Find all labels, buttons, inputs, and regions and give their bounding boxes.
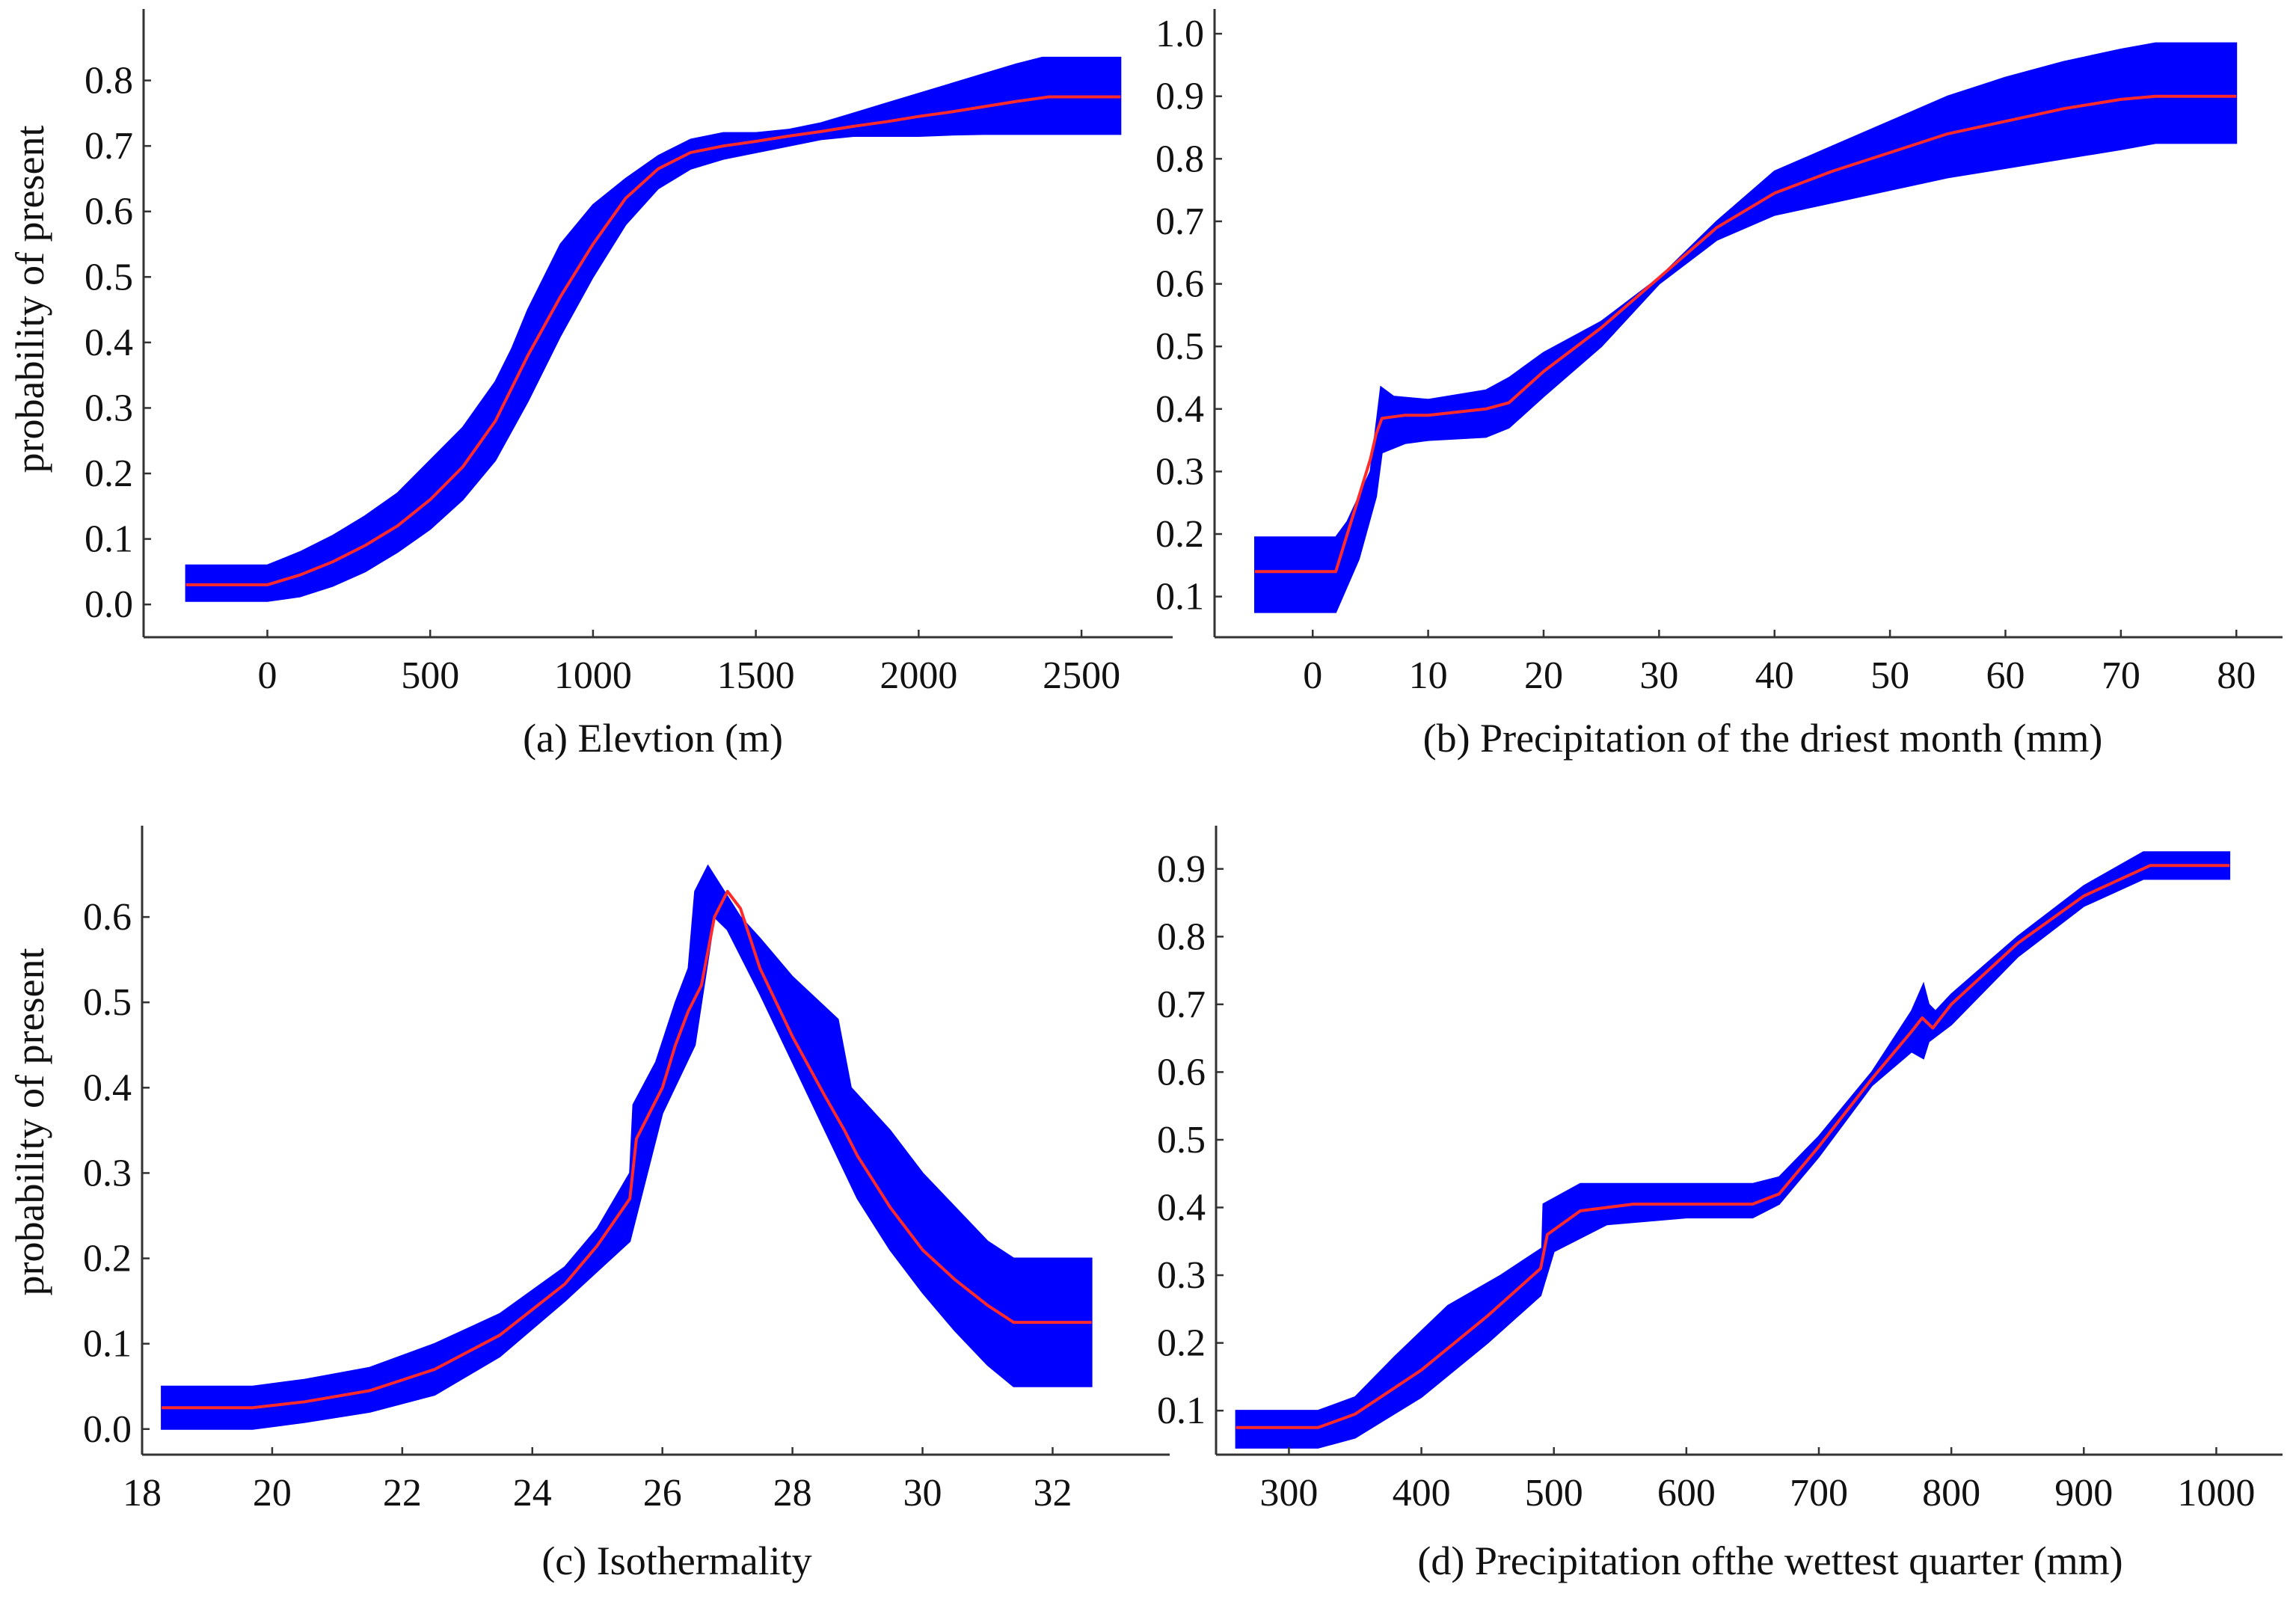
panel-b-xtick-label: 20	[1524, 654, 1563, 697]
panel-b-xlabel: (b) Precipitation of the driest month (m…	[1423, 716, 2103, 761]
panel-b-ytick-label: 0.4	[1155, 388, 1204, 431]
panel-a-xtick-label: 2000	[880, 654, 957, 697]
panel-c-xlabel: (c) Isothermality	[541, 1538, 811, 1583]
panel-d-xtick-label: 400	[1393, 1472, 1451, 1514]
panel-b-ytick-label: 1.0	[1155, 13, 1204, 55]
panel-b-xtick-label: 10	[1409, 654, 1448, 697]
panel-d-ytick-label: 0.2	[1157, 1322, 1206, 1365]
panel-b-ytick-label: 0.7	[1155, 200, 1204, 243]
panel-b-ytick-label: 0.5	[1155, 325, 1204, 368]
panel-b-xtick-label: 70	[2102, 654, 2140, 697]
panel-b-ytick-label: 0.6	[1155, 263, 1204, 306]
panel-a-ytick-label: 0.1	[85, 518, 133, 561]
panel-a-ytick-label: 0.0	[85, 583, 133, 626]
panel-b-xtick-label: 60	[1986, 654, 2025, 697]
panel-d-ytick-label: 0.7	[1157, 983, 1206, 1026]
panel-c-xtick-label: 32	[1033, 1472, 1072, 1514]
panel-d-xlabel: (d) Precipitation ofthe wettest quarter …	[1417, 1538, 2122, 1583]
panel-a-elevation: 0.0 0.1 0.2 0.3 0.4 0.5 0.6 0.7 0.8 0 500 1000 1500 2…	[7, 9, 1173, 761]
panel-d-xtick-label: 1000	[2177, 1472, 2255, 1514]
panel-c-xtick-label: 20	[253, 1472, 292, 1514]
panel-c-ytick-label: 0.4	[83, 1066, 132, 1109]
panel-d-ytick-label: 0.3	[1157, 1254, 1206, 1297]
panel-c-ytick-label: 0.3	[83, 1152, 132, 1194]
panel-a-xtick-label: 2500	[1043, 654, 1120, 697]
panel-d-xtick-label: 900	[2054, 1472, 2113, 1514]
panel-d-xtick-label: 800	[1922, 1472, 1980, 1514]
panel-a-ytick-label: 0.5	[85, 256, 133, 298]
panel-c-ytick-label: 0.6	[83, 896, 132, 939]
panel-c-ytick-label: 0.5	[83, 981, 132, 1024]
panel-b-ytick-label: 0.9	[1155, 76, 1204, 118]
panel-d-ytick-label: 0.9	[1157, 848, 1206, 891]
panel-c-ytick-label: 0.0	[83, 1408, 132, 1451]
panel-a-xtick-label: 1000	[554, 654, 632, 697]
panel-b-ytick-label: 0.2	[1155, 513, 1204, 556]
panel-c-isothermality: 0.0 0.1 0.2 0.3 0.4 0.5 0.6 18 20 22 24 26 28 30 32 pr…	[7, 826, 1170, 1583]
panel-d-ytick-label: 0.1	[1157, 1390, 1206, 1432]
panel-c-xtick-label: 26	[643, 1472, 682, 1514]
panel-b-xtick-label: 50	[1870, 654, 1909, 697]
panel-b-xtick-label: 40	[1755, 654, 1794, 697]
panel-b-xtick-label: 0	[1303, 654, 1322, 697]
panel-c-ytick-label: 0.2	[83, 1238, 132, 1280]
panel-a-xtick-label: 0	[257, 654, 277, 697]
panel-d-xtick-label: 500	[1525, 1472, 1583, 1514]
panel-d-wettest-quarter: 0.1 0.2 0.3 0.4 0.5 0.6 0.7 0.8 0.9 300 400 500 600 7…	[1157, 826, 2283, 1583]
panel-d-xtick-label: 600	[1657, 1472, 1716, 1514]
panel-a-ytick-label: 0.3	[85, 387, 133, 429]
panel-c-ytick-label: 0.1	[83, 1323, 132, 1366]
panel-d-ytick-label: 0.4	[1157, 1187, 1206, 1230]
panel-a-ytick-label: 0.6	[85, 191, 133, 233]
panel-a-xlabel: (a) Elevtion (m)	[523, 716, 783, 761]
panel-a-ylabel: probability of present	[7, 126, 52, 473]
panel-b-ytick-label: 0.8	[1155, 138, 1204, 180]
panel-d-mean-line	[1236, 864, 2230, 1429]
panel-c-xtick-label: 24	[513, 1472, 552, 1514]
panel-b-driest-month: 0.1 0.2 0.3 0.4 0.5 0.6 0.7 0.8 0.9 1.0 0 10 20 30 40 5…	[1155, 9, 2283, 761]
panel-b-ytick-label: 0.1	[1155, 576, 1204, 619]
panel-d-confidence-band	[1235, 851, 2231, 1449]
panel-a-ytick-label: 0.8	[85, 60, 133, 102]
panel-d-xtick-label: 700	[1790, 1472, 1848, 1514]
panel-c-mean-line	[162, 889, 1092, 1410]
panel-b-xtick-label: 30	[1639, 654, 1678, 697]
panel-d-ytick-label: 0.6	[1157, 1051, 1206, 1093]
panel-b-confidence-band	[1254, 42, 2238, 613]
panel-c-ylabel: probability of present	[7, 948, 52, 1296]
panel-b-mean-line	[1255, 94, 2237, 574]
panel-b-xtick-label: 80	[2217, 654, 2256, 697]
panel-c-xtick-label: 28	[773, 1472, 812, 1514]
panel-d-ytick-label: 0.5	[1157, 1119, 1206, 1161]
panel-c-xtick-label: 18	[123, 1472, 162, 1514]
panel-d-xtick-label: 300	[1259, 1472, 1318, 1514]
panel-a-ytick-label: 0.4	[85, 322, 133, 364]
panel-a-ytick-label: 0.2	[85, 452, 133, 495]
panel-c-xtick-label: 30	[903, 1472, 942, 1514]
panel-a-ytick-label: 0.7	[85, 125, 133, 168]
panel-c-xtick-label: 22	[383, 1472, 422, 1514]
panel-a-xtick-label: 1500	[717, 654, 795, 697]
panel-a-mean-line	[185, 95, 1121, 586]
panel-b-ytick-label: 0.3	[1155, 450, 1204, 493]
panel-c-confidence-band	[161, 864, 1093, 1430]
panel-d-ytick-label: 0.8	[1157, 915, 1206, 958]
panel-a-xtick-label: 500	[401, 654, 459, 697]
